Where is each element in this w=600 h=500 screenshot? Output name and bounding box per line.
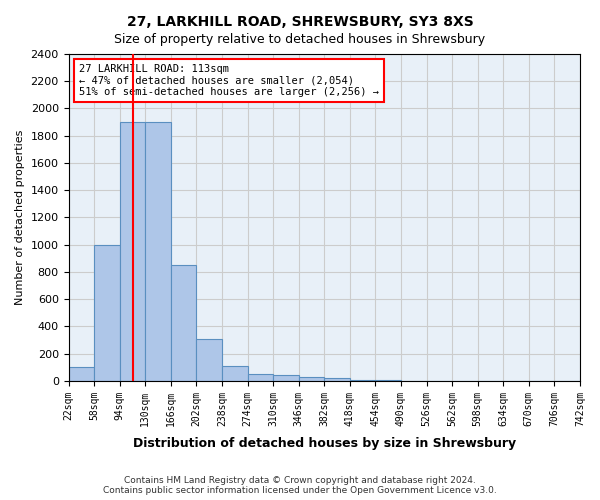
Bar <box>324 378 350 381</box>
Bar <box>145 122 171 381</box>
Text: Contains HM Land Registry data © Crown copyright and database right 2024.
Contai: Contains HM Land Registry data © Crown c… <box>103 476 497 495</box>
Bar <box>222 366 248 381</box>
Text: 27, LARKHILL ROAD, SHREWSBURY, SY3 8XS: 27, LARKHILL ROAD, SHREWSBURY, SY3 8XS <box>127 15 473 29</box>
Y-axis label: Number of detached properties: Number of detached properties <box>15 130 25 305</box>
Text: 27 LARKHILL ROAD: 113sqm
← 47% of detached houses are smaller (2,054)
51% of sem: 27 LARKHILL ROAD: 113sqm ← 47% of detach… <box>79 64 379 97</box>
Bar <box>68 368 94 381</box>
Bar <box>248 374 273 381</box>
Bar <box>376 380 401 381</box>
Bar <box>196 338 222 381</box>
Bar <box>171 265 196 381</box>
Bar <box>350 380 376 381</box>
Bar <box>119 122 145 381</box>
Bar <box>299 377 324 381</box>
X-axis label: Distribution of detached houses by size in Shrewsbury: Distribution of detached houses by size … <box>133 437 516 450</box>
Bar <box>273 376 299 381</box>
Text: Size of property relative to detached houses in Shrewsbury: Size of property relative to detached ho… <box>115 32 485 46</box>
Bar <box>94 244 119 381</box>
